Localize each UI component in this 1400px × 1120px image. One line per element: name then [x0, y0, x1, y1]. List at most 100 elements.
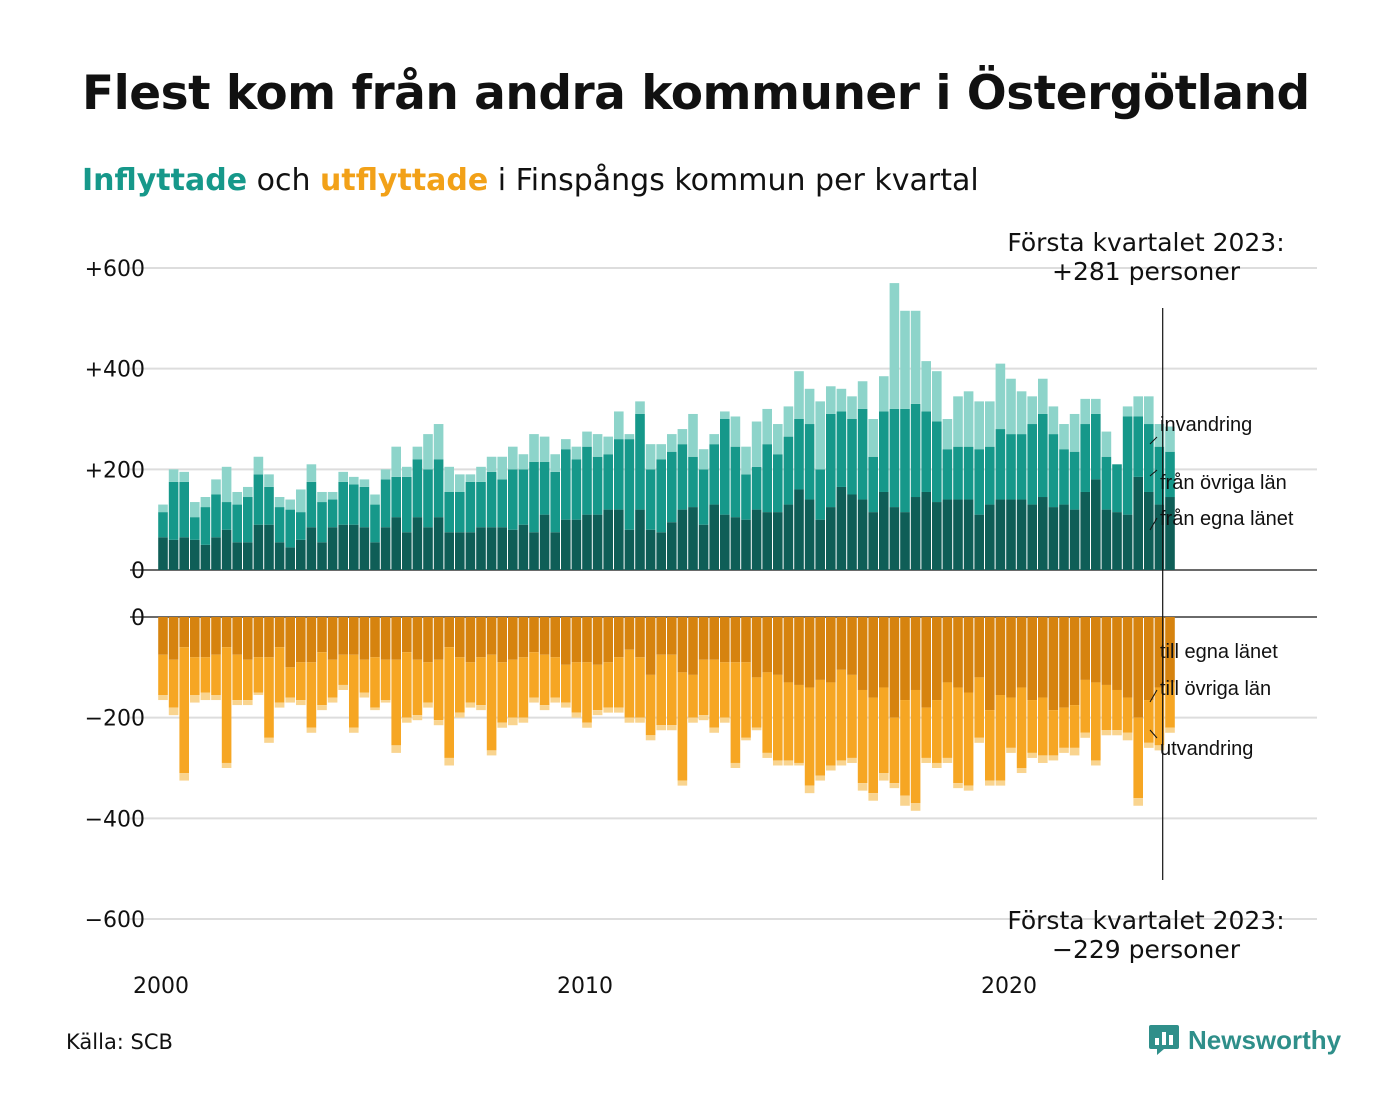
- bar-out: [1006, 697, 1016, 748]
- bar-in: [932, 371, 942, 422]
- bar-out: [1006, 617, 1016, 698]
- bar-in: [1069, 509, 1080, 570]
- bar-in: [264, 524, 274, 570]
- bars-inflyttade: [158, 283, 1175, 570]
- bar-in: [773, 454, 783, 513]
- bar-in: [974, 449, 984, 515]
- bar-in: [190, 517, 200, 540]
- subtitle-rest: i Finspångs kommun per kvartal: [488, 163, 979, 198]
- bar-in: [592, 456, 603, 515]
- bar-in: [476, 527, 486, 570]
- bar-out: [465, 702, 476, 708]
- bar-out: [380, 659, 391, 701]
- bar-in: [264, 486, 274, 525]
- bar-in: [1016, 391, 1027, 435]
- bar-out: [338, 654, 348, 685]
- bar-in: [963, 446, 974, 500]
- bar-out: [582, 662, 592, 723]
- bar-in: [667, 434, 677, 452]
- annotation-bottom-line2: −229 personer: [1052, 935, 1241, 964]
- bar-in: [698, 524, 709, 570]
- bar-out: [296, 662, 306, 701]
- bar-in: [264, 474, 274, 487]
- bar-out: [179, 773, 189, 781]
- bar-in: [550, 471, 560, 533]
- bar-out: [306, 662, 317, 728]
- bar-in: [603, 509, 613, 570]
- bar-in: [879, 491, 889, 570]
- bar-out: [900, 617, 910, 701]
- bar-in: [836, 388, 847, 412]
- bar-out: [433, 617, 444, 660]
- bar-in: [879, 376, 889, 412]
- bar-out: [1122, 617, 1133, 698]
- source-note: Källa: SCB: [66, 1030, 173, 1054]
- bar-in: [327, 527, 338, 570]
- bar-out: [1165, 727, 1175, 733]
- bar-in: [826, 386, 836, 414]
- bar-out: [200, 692, 211, 701]
- bar-in: [338, 471, 348, 482]
- annotation-top-line2: +281 personer: [1052, 257, 1241, 286]
- bar-in: [1112, 512, 1122, 570]
- bar-in: [402, 532, 412, 570]
- bar-in: [1048, 507, 1059, 570]
- bar-in: [285, 547, 295, 570]
- bar-out: [274, 647, 285, 703]
- bar-out: [455, 657, 465, 713]
- bar-out: [1112, 730, 1122, 736]
- bar-in: [253, 456, 264, 475]
- bar-out: [253, 617, 264, 658]
- bar-out: [836, 617, 847, 670]
- bar-in: [974, 514, 984, 570]
- bar-in: [190, 502, 200, 518]
- bar-out: [497, 662, 507, 723]
- bar-in: [433, 459, 444, 518]
- bar-in: [953, 499, 963, 570]
- label-leader: [1149, 689, 1158, 703]
- x-tick-label: 2010: [557, 974, 613, 999]
- bar-in: [211, 479, 221, 495]
- bar-out: [1016, 617, 1027, 688]
- bar-out: [1165, 617, 1175, 683]
- bar-in: [1091, 413, 1101, 480]
- bar-out: [518, 617, 529, 658]
- bar-out: [349, 727, 359, 733]
- bar-out: [847, 617, 857, 675]
- bar-out: [455, 712, 465, 718]
- bar-out: [296, 700, 306, 706]
- bar-in: [667, 522, 677, 570]
- bar-out: [1144, 700, 1154, 743]
- bar-in: [253, 474, 264, 525]
- bar-in: [423, 527, 433, 570]
- bar-out: [1069, 747, 1080, 756]
- bar-out: [1122, 732, 1133, 741]
- bar-in: [518, 469, 529, 525]
- bar-out: [211, 695, 221, 701]
- bar-in: [836, 486, 847, 570]
- bar-out: [910, 689, 921, 804]
- bar-out: [221, 762, 232, 768]
- y-tick-bottom: −400: [85, 807, 145, 832]
- bar-in: [550, 532, 560, 570]
- bar-in: [910, 310, 921, 404]
- bar-out: [985, 710, 995, 781]
- bar-in: [529, 532, 539, 570]
- bar-in: [423, 434, 433, 470]
- bar-out: [656, 617, 666, 655]
- bar-out: [274, 617, 285, 648]
- bar-out: [571, 662, 582, 713]
- bar-in: [868, 512, 878, 570]
- bar-out: [264, 657, 274, 738]
- bar-in: [995, 429, 1006, 500]
- bar-in: [857, 499, 868, 570]
- bar-in: [985, 504, 995, 570]
- bar-out: [412, 659, 423, 716]
- bar-in: [624, 529, 635, 570]
- y-tick-top: +600: [85, 257, 145, 282]
- bar-out: [402, 652, 412, 718]
- bar-in: [1038, 378, 1048, 414]
- bar-out: [349, 654, 359, 728]
- label-leader: [1149, 729, 1158, 739]
- bar-out: [720, 662, 730, 718]
